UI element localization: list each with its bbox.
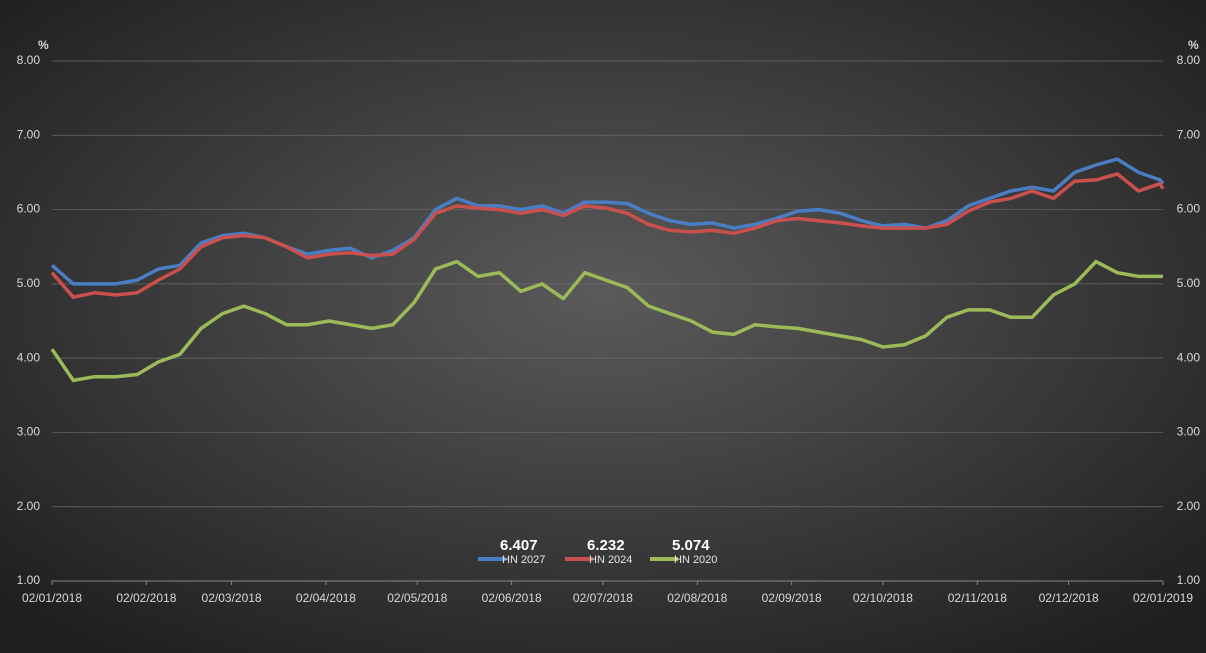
y2-tick-label: 5.00 bbox=[1177, 276, 1201, 290]
y-tick-label: 7.00 bbox=[17, 127, 41, 141]
y2-tick-label: 7.00 bbox=[1177, 127, 1201, 141]
y2-tick-label: 6.00 bbox=[1177, 202, 1201, 216]
x-tick-label: 02/10/2018 bbox=[853, 591, 913, 605]
x-tick-label: 02/01/2019 bbox=[1133, 591, 1193, 605]
legend-value: 6.407 bbox=[500, 537, 538, 554]
legend-value: 6.232 bbox=[587, 537, 625, 554]
legend-value: 5.074 bbox=[672, 537, 710, 554]
series-line bbox=[50, 172, 1165, 299]
series-line bbox=[50, 157, 1165, 286]
x-tick-label: 02/12/2018 bbox=[1039, 591, 1099, 605]
y2-tick-label: 1.00 bbox=[1177, 573, 1201, 587]
y-tick-label: 8.00 bbox=[17, 53, 41, 67]
y-tick-label: 1.00 bbox=[17, 573, 41, 587]
y2-unit: % bbox=[1188, 38, 1199, 52]
x-tick-label: 02/02/2018 bbox=[116, 591, 176, 605]
y2-tick-label: 8.00 bbox=[1177, 53, 1201, 67]
x-tick-label: 02/05/2018 bbox=[387, 591, 447, 605]
x-tick-label: 02/04/2018 bbox=[296, 591, 356, 605]
x-tick-label: 02/01/2018 bbox=[22, 591, 82, 605]
x-tick-label: 02/09/2018 bbox=[762, 591, 822, 605]
x-tick-label: 02/03/2018 bbox=[202, 591, 262, 605]
y-tick-label: 4.00 bbox=[17, 350, 41, 364]
y2-tick-label: 3.00 bbox=[1177, 425, 1201, 439]
x-tick-label: 02/08/2018 bbox=[667, 591, 727, 605]
y-tick-label: 6.00 bbox=[17, 202, 41, 216]
y-tick-label: 2.00 bbox=[17, 499, 41, 513]
x-tick-label: 02/06/2018 bbox=[482, 591, 542, 605]
x-tick-label: 02/11/2018 bbox=[948, 591, 1007, 605]
y2-tick-label: 4.00 bbox=[1177, 350, 1201, 364]
y-tick-label: 5.00 bbox=[17, 276, 41, 290]
y2-tick-label: 2.00 bbox=[1177, 499, 1201, 513]
y-unit: % bbox=[38, 38, 49, 52]
x-tick-label: 02/07/2018 bbox=[573, 591, 633, 605]
legend-label: HN 2027 bbox=[502, 554, 545, 566]
legend-label: HN 2020 bbox=[674, 554, 717, 566]
y-tick-label: 3.00 bbox=[17, 425, 41, 439]
series-line bbox=[50, 259, 1163, 383]
legend-label: HN 2024 bbox=[589, 554, 632, 566]
